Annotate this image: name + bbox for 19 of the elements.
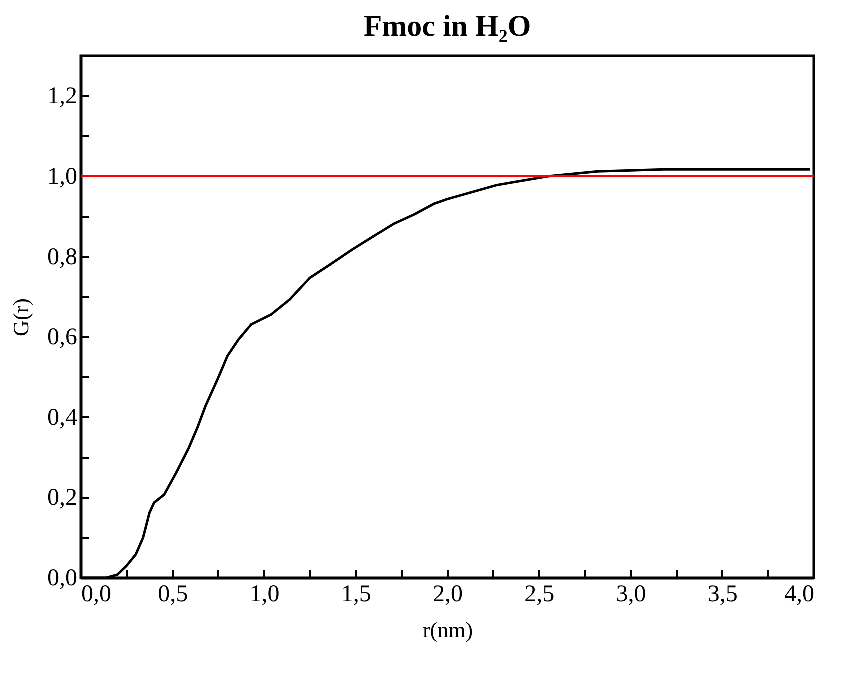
y-tick-label: 0,4	[48, 404, 78, 431]
y-tick-label: 0,6	[48, 324, 78, 351]
x-tick-label: 1,5	[341, 582, 372, 608]
y-axis-title: G(r)	[8, 298, 34, 336]
x-tick-label: 2,5	[524, 582, 555, 608]
y-tick-label: 0,2	[48, 485, 78, 512]
y-tick-label: 0,8	[48, 244, 78, 270]
x-tick-label: 4,0	[784, 582, 814, 608]
x-axis-title: r(nm)	[422, 618, 474, 642]
chart-title: Fmoc in H₂O	[364, 10, 532, 43]
y-tick-label: 1,2	[48, 84, 78, 110]
y-tick-label: 0,0	[48, 566, 78, 592]
x-tick-label: 2,0	[433, 582, 463, 608]
y-tick-label: 1,0	[48, 164, 78, 190]
x-tick-label: 1,0	[250, 582, 280, 608]
x-tick-label: 0,0	[82, 582, 112, 608]
x-tick-label: 3,5	[708, 582, 738, 608]
x-tick-label: 3,0	[616, 582, 646, 608]
x-tick-label: 0,5	[158, 582, 188, 608]
